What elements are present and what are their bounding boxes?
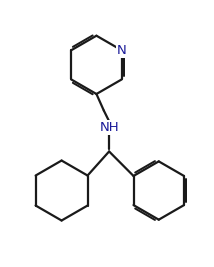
Text: NH: NH (99, 121, 119, 134)
Text: N: N (117, 44, 126, 57)
